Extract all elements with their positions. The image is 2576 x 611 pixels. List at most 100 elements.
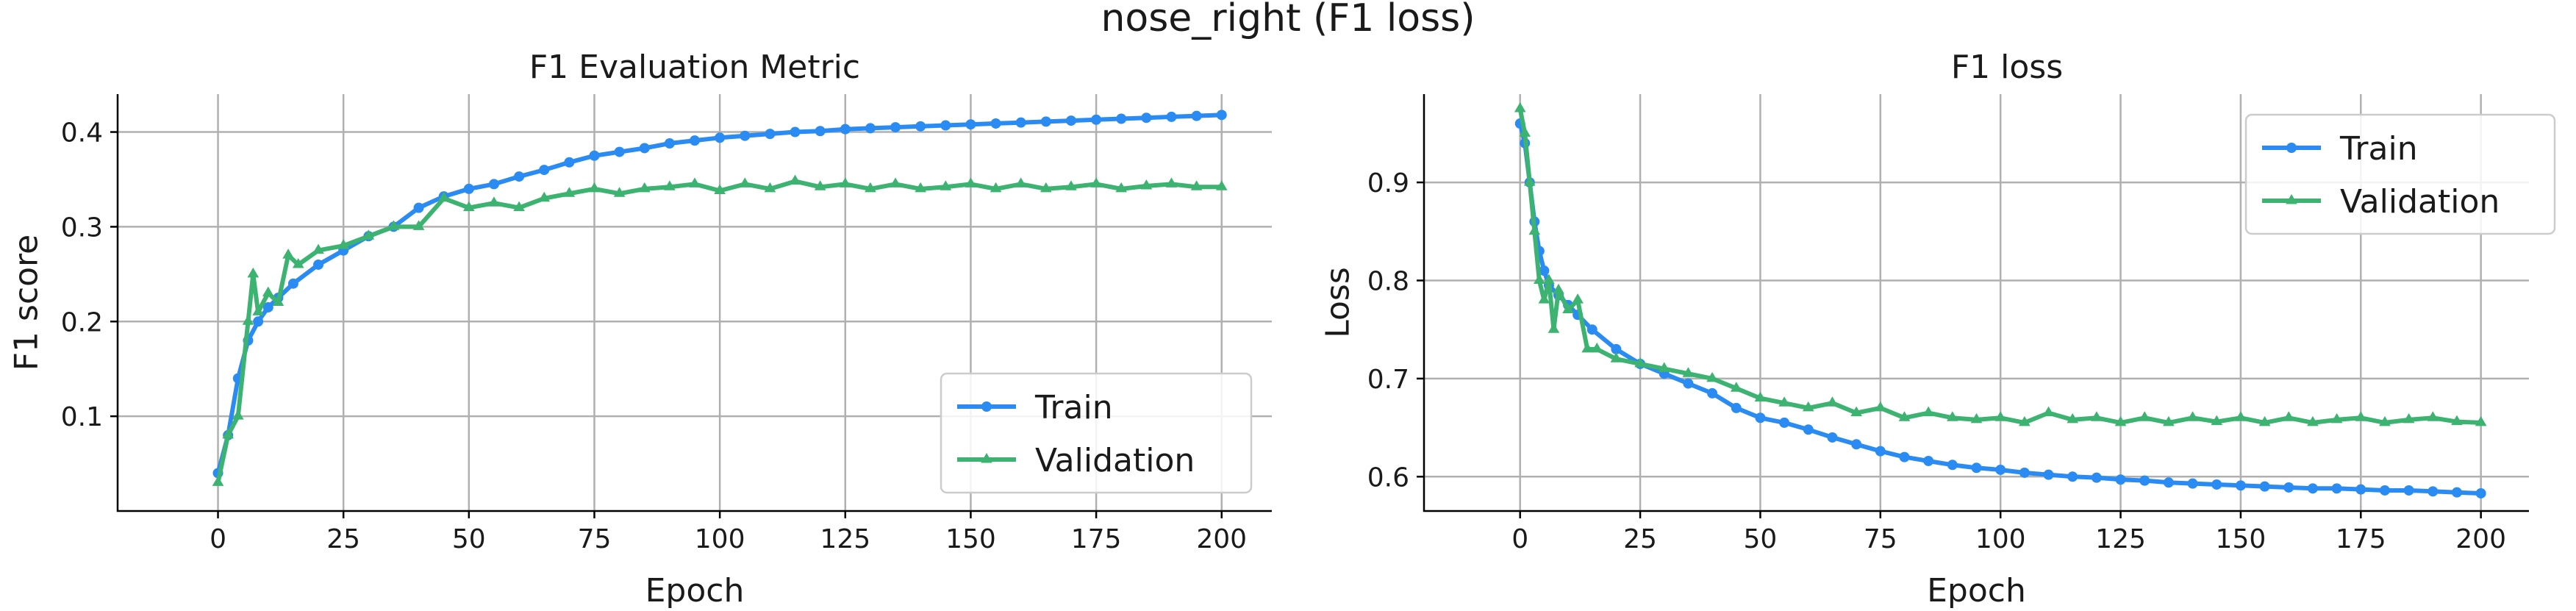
data-point-train bbox=[1731, 402, 1742, 413]
data-point-validation bbox=[1850, 406, 1862, 417]
chart-f1-evaluation-metric: 0 25 50 75 100 125 150 175 200 0.1 0.2 0.3 0.4 F1 Eva… bbox=[8, 49, 1272, 610]
legend-item-validation: Validation bbox=[2262, 183, 2500, 221]
data-point-validation bbox=[513, 201, 525, 212]
data-point-train bbox=[639, 143, 650, 154]
legend: Train Validation bbox=[2244, 113, 2556, 235]
data-point-validation bbox=[1802, 401, 1814, 412]
x-tick-label: 175 bbox=[2336, 524, 2386, 554]
data-point-validation bbox=[1519, 126, 1531, 137]
chart-title: F1 Evaluation Metric bbox=[529, 49, 860, 86]
data-point-train bbox=[740, 130, 751, 141]
data-point-validation bbox=[232, 410, 244, 420]
data-point-validation bbox=[1523, 176, 1536, 186]
legend-item-validation: Validation bbox=[957, 442, 1195, 479]
data-point-validation bbox=[1534, 274, 1545, 284]
y-tick-label: 0.6 bbox=[1367, 462, 1409, 493]
data-point-validation bbox=[262, 286, 274, 297]
data-point-validation bbox=[1040, 182, 1052, 193]
legend-item-train: Train bbox=[2262, 130, 2418, 168]
data-point-train bbox=[1141, 112, 1152, 124]
x-tick-label: 125 bbox=[820, 524, 870, 554]
data-point-train bbox=[664, 138, 675, 149]
data-point-validation bbox=[588, 182, 601, 193]
data-point-train bbox=[715, 132, 726, 143]
data-point-train bbox=[690, 135, 700, 146]
x-tick-label: 50 bbox=[1744, 524, 1778, 554]
data-point-train bbox=[1191, 110, 1202, 121]
data-point-validation bbox=[1658, 362, 1670, 373]
data-point-train bbox=[413, 202, 424, 213]
data-point-train bbox=[539, 165, 550, 176]
data-point-validation bbox=[2355, 411, 2367, 421]
data-point-train bbox=[2331, 483, 2342, 494]
data-point-train bbox=[564, 157, 575, 168]
x-tick-label: 50 bbox=[452, 524, 486, 554]
x-tick-label: 75 bbox=[1864, 524, 1897, 554]
legend-label-train: Train bbox=[1034, 389, 1113, 426]
data-point-validation bbox=[2403, 412, 2415, 424]
legend-marker-train bbox=[2286, 143, 2297, 153]
data-point-validation bbox=[2258, 415, 2271, 426]
data-point-train bbox=[313, 259, 324, 270]
data-point-train bbox=[514, 171, 525, 182]
y-tick-label: 0.4 bbox=[61, 118, 103, 149]
legend-frame bbox=[2244, 113, 2556, 235]
data-point-train bbox=[1586, 324, 1598, 335]
data-point-validation bbox=[714, 184, 726, 194]
data-point-validation bbox=[940, 180, 952, 190]
data-point-validation bbox=[1215, 180, 1228, 190]
data-point-train bbox=[1091, 114, 1102, 125]
data-point-validation bbox=[387, 220, 400, 230]
data-point-validation bbox=[764, 182, 776, 193]
data-point-validation bbox=[1514, 102, 1526, 112]
data-point-validation bbox=[462, 201, 475, 212]
data-point-train bbox=[990, 118, 1001, 129]
data-point-train bbox=[2163, 477, 2174, 488]
data-point-validation bbox=[839, 177, 851, 187]
data-point-train bbox=[2451, 487, 2462, 498]
series-validation bbox=[1514, 102, 2487, 426]
data-point-validation bbox=[1015, 177, 1027, 187]
data-point-train bbox=[2067, 471, 2078, 482]
data-point-validation bbox=[1190, 180, 1203, 190]
x-tick-label: 150 bbox=[2216, 524, 2266, 554]
data-point-validation bbox=[1706, 371, 1718, 382]
data-point-validation bbox=[890, 177, 901, 187]
data-point-train bbox=[2427, 486, 2439, 497]
data-point-validation bbox=[1634, 357, 1646, 368]
data-point-validation bbox=[789, 174, 801, 185]
x-tick-label: 175 bbox=[1071, 524, 1122, 554]
data-point-train bbox=[1779, 417, 1790, 428]
data-point-train bbox=[2355, 484, 2366, 495]
data-point-train bbox=[1971, 462, 1982, 474]
data-point-validation bbox=[412, 220, 425, 230]
data-point-train bbox=[488, 179, 499, 190]
data-point-validation bbox=[1572, 293, 1584, 304]
data-point-validation bbox=[865, 182, 876, 193]
data-point-validation bbox=[1946, 411, 1958, 421]
data-point-validation bbox=[2186, 411, 2199, 421]
data-point-train bbox=[1923, 455, 1934, 466]
data-point-validation bbox=[1874, 401, 1886, 412]
data-point-validation bbox=[2042, 406, 2055, 417]
data-point-train bbox=[1683, 378, 1694, 389]
data-point-validation bbox=[538, 191, 551, 202]
axes-spines bbox=[1423, 94, 2529, 512]
data-point-validation bbox=[739, 177, 751, 187]
data-point-validation bbox=[689, 177, 701, 187]
data-point-train bbox=[1015, 117, 1026, 128]
data-point-train bbox=[790, 126, 801, 137]
data-point-validation bbox=[1165, 177, 1178, 187]
data-point-train bbox=[1116, 113, 1127, 124]
data-point-train bbox=[2139, 475, 2150, 486]
data-point-validation bbox=[1140, 179, 1153, 190]
data-point-validation bbox=[437, 191, 450, 202]
data-point-train bbox=[1065, 115, 1076, 126]
legend-frame bbox=[940, 372, 1253, 494]
legend-marker-validation bbox=[2286, 194, 2297, 204]
data-point-train bbox=[589, 150, 600, 161]
data-point-train bbox=[1755, 412, 1766, 424]
data-point-train bbox=[1707, 387, 1718, 399]
data-point-validation bbox=[814, 180, 826, 190]
